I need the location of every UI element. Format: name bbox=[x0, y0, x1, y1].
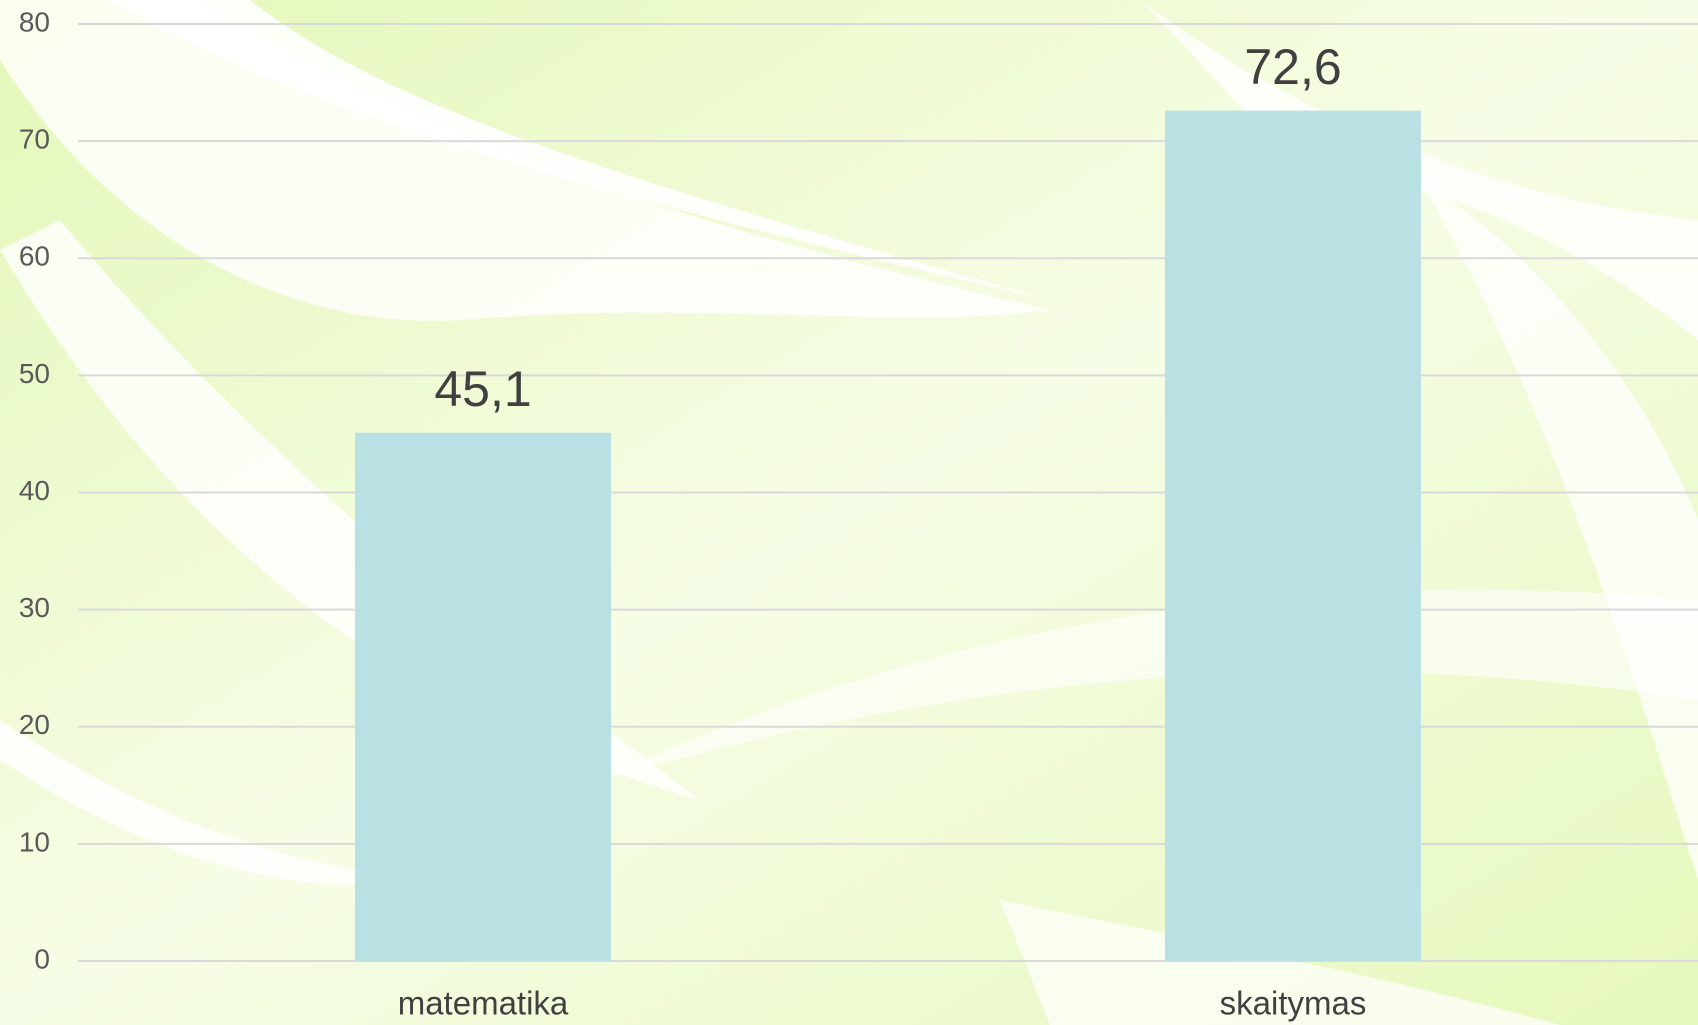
value-label: 45,1 bbox=[434, 361, 531, 417]
y-tick-label: 40 bbox=[19, 475, 50, 506]
x-tick-label: skaitymas bbox=[1220, 985, 1367, 1022]
bar bbox=[355, 432, 611, 961]
y-tick-label: 20 bbox=[19, 709, 50, 740]
y-tick-label: 70 bbox=[19, 124, 50, 155]
y-tick-label: 10 bbox=[19, 826, 50, 857]
value-label: 72,6 bbox=[1244, 39, 1341, 95]
y-tick-label: 80 bbox=[19, 6, 50, 37]
y-tick-label: 60 bbox=[19, 241, 50, 272]
y-tick-label: 0 bbox=[34, 943, 50, 974]
x-tick-label: matematika bbox=[398, 985, 569, 1022]
bar bbox=[1165, 110, 1421, 962]
y-tick-label: 30 bbox=[19, 592, 50, 623]
y-tick-label: 50 bbox=[19, 358, 50, 389]
